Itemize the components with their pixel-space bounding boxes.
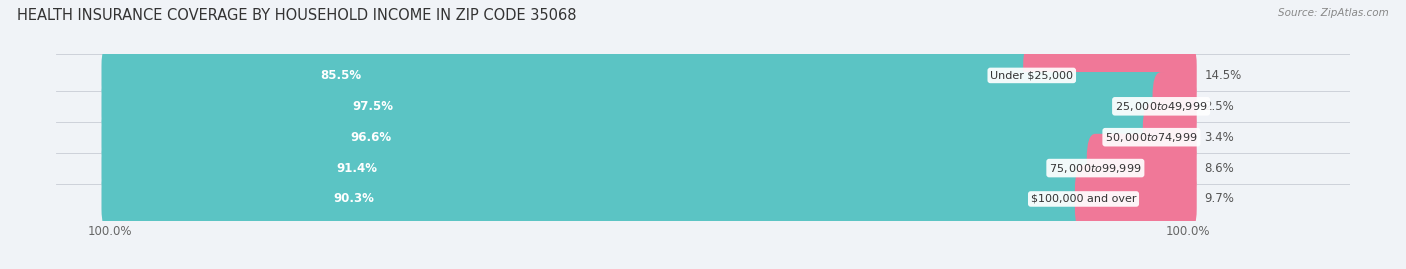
Text: 85.5%: 85.5%	[321, 69, 361, 82]
Text: 91.4%: 91.4%	[336, 162, 377, 175]
Text: 9.7%: 9.7%	[1204, 192, 1234, 206]
Text: Source: ZipAtlas.com: Source: ZipAtlas.com	[1278, 8, 1389, 18]
FancyBboxPatch shape	[101, 103, 1197, 171]
FancyBboxPatch shape	[101, 165, 1092, 233]
FancyBboxPatch shape	[1153, 72, 1197, 141]
Text: 2.5%: 2.5%	[1204, 100, 1234, 113]
Text: $50,000 to $74,999: $50,000 to $74,999	[1105, 131, 1198, 144]
FancyBboxPatch shape	[101, 41, 1197, 110]
FancyBboxPatch shape	[1024, 41, 1197, 110]
FancyBboxPatch shape	[101, 41, 1040, 110]
Text: 8.6%: 8.6%	[1204, 162, 1234, 175]
Text: $25,000 to $49,999: $25,000 to $49,999	[1115, 100, 1208, 113]
FancyBboxPatch shape	[101, 72, 1197, 141]
FancyBboxPatch shape	[1087, 134, 1197, 202]
Text: 90.3%: 90.3%	[333, 192, 374, 206]
FancyBboxPatch shape	[101, 165, 1197, 233]
Text: $100,000 and over: $100,000 and over	[1031, 194, 1136, 204]
Text: 3.4%: 3.4%	[1204, 131, 1234, 144]
FancyBboxPatch shape	[101, 103, 1160, 171]
FancyBboxPatch shape	[1076, 165, 1197, 233]
Text: $75,000 to $99,999: $75,000 to $99,999	[1049, 162, 1142, 175]
Text: Under $25,000: Under $25,000	[990, 70, 1073, 80]
FancyBboxPatch shape	[1143, 103, 1197, 171]
FancyBboxPatch shape	[101, 134, 1104, 202]
Text: 97.5%: 97.5%	[353, 100, 394, 113]
FancyBboxPatch shape	[101, 134, 1197, 202]
Text: HEALTH INSURANCE COVERAGE BY HOUSEHOLD INCOME IN ZIP CODE 35068: HEALTH INSURANCE COVERAGE BY HOUSEHOLD I…	[17, 8, 576, 23]
Text: 14.5%: 14.5%	[1204, 69, 1241, 82]
FancyBboxPatch shape	[101, 72, 1170, 141]
Text: 96.6%: 96.6%	[350, 131, 391, 144]
